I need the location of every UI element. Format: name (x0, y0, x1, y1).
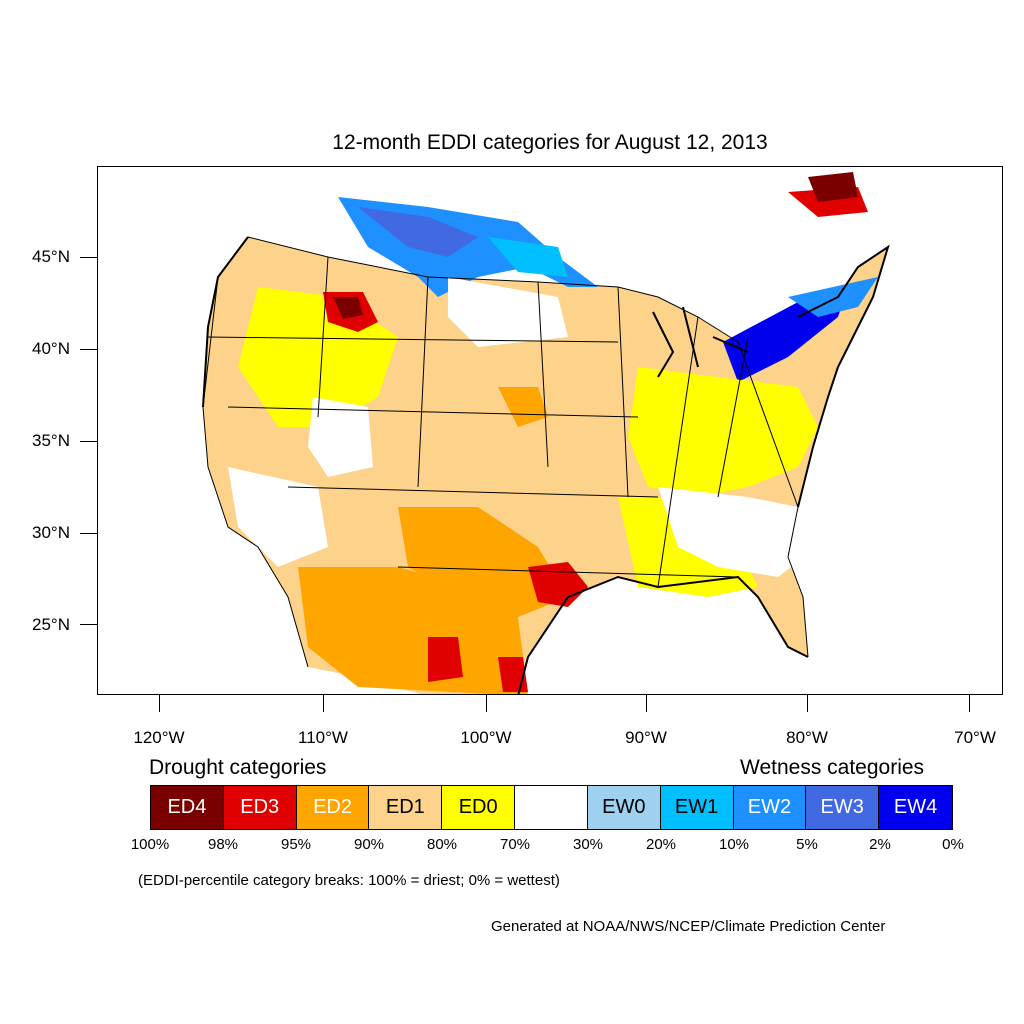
lon-label-70w: 70°W (954, 728, 996, 747)
drought-heading: Drought categories (149, 756, 327, 779)
legend-swatch-ed3: ED3 (223, 786, 297, 829)
normal-southeast (658, 487, 818, 577)
lon-label-80w: 80°W (786, 728, 828, 747)
wetness-heading: Wetness categories (740, 756, 925, 779)
percentile-label: 20% (645, 836, 677, 853)
legend-swatch-ew3: EW3 (806, 786, 880, 829)
legend-swatch-ew2: EW2 (733, 786, 807, 829)
percentile-label: 100% (130, 836, 170, 853)
legend-swatch-ed0: ED0 (442, 786, 516, 829)
percentile-label: 10% (718, 836, 750, 853)
normal-southwest (228, 467, 328, 567)
lat-tick (80, 624, 97, 625)
lon-tick (486, 695, 487, 712)
lat-label-25n: 25°N (32, 615, 70, 634)
lon-tick (969, 695, 970, 712)
lon-tick (323, 695, 324, 712)
percentile-label: 0% (942, 836, 964, 853)
percentile-label: 80% (426, 836, 458, 853)
lat-label-45n: 45°N (32, 247, 70, 266)
normal-northplains (448, 277, 568, 347)
legend-swatch-ed4: ED4 (151, 786, 224, 829)
percentile-label: 2% (869, 836, 891, 853)
coastlines (202, 236, 890, 694)
legend-colorbar: ED4 ED3 ED2 ED1 ED0 EW0 EW1 EW2 EW3 EW4 (150, 785, 953, 830)
legend-swatch-normal (515, 786, 588, 829)
lon-tick (159, 695, 160, 712)
lat-label-40n: 40°N (32, 339, 70, 358)
boundaries (202, 236, 809, 668)
percentile-label: 70% (499, 836, 531, 853)
lon-tick (646, 695, 647, 712)
lat-label-35n: 35°N (32, 431, 70, 450)
legend-swatch-ew1: EW1 (660, 786, 734, 829)
eddi-map (202, 172, 890, 694)
lon-label-90w: 90°W (625, 728, 667, 747)
canada-ew1 (488, 237, 568, 277)
percentile-label: 95% (280, 836, 312, 853)
percentile-label: 90% (353, 836, 385, 853)
map-title: 12-month EDDI categories for August 12, … (332, 131, 768, 154)
ed2-plains (498, 387, 548, 427)
lat-tick (80, 257, 97, 258)
ed4-montana (333, 297, 363, 319)
percentile-label: 5% (796, 836, 818, 853)
lon-tick (807, 695, 808, 712)
lon-label-110w: 110°W (298, 728, 348, 747)
lat-label-30n: 30°N (32, 523, 70, 542)
legend-swatch-ed1: ED1 (369, 786, 443, 829)
canada-wet-core (358, 207, 478, 257)
lon-label-120w: 120°W (133, 728, 185, 747)
lat-tick (80, 441, 97, 442)
lat-tick (80, 533, 97, 534)
percentile-label: 30% (572, 836, 604, 853)
ed0-east (628, 367, 818, 497)
ed3-mexico (428, 637, 463, 682)
normal-great-basin (308, 397, 373, 477)
map-panel (97, 166, 1003, 695)
great-lakes-ew2 (788, 277, 878, 317)
credit-line: Generated at NOAA/NWS/NCEP/Climate Predi… (491, 918, 886, 935)
legend-swatch-ed2: ED2 (296, 786, 370, 829)
category-breaks-note: (EDDI-percentile category breaks: 100% =… (138, 872, 560, 889)
ed4-quebec (808, 172, 858, 202)
legend-swatch-ew4: EW4 (879, 786, 952, 829)
legend-swatch-ew0: EW0 (587, 786, 661, 829)
ed2-texas (398, 507, 568, 617)
lat-tick (80, 349, 97, 350)
lon-label-100w: 100°W (460, 728, 512, 747)
percentile-label: 98% (207, 836, 239, 853)
